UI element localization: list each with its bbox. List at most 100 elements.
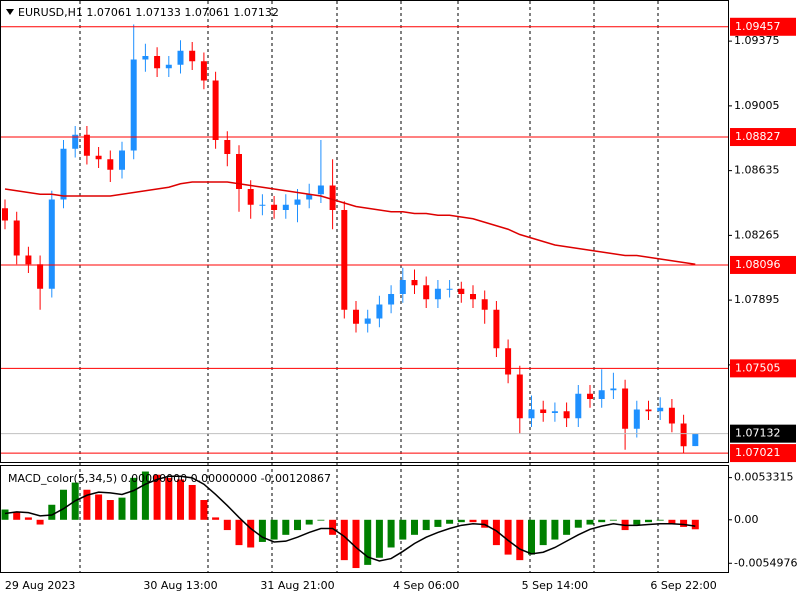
macd-bar xyxy=(153,474,161,520)
candle-body xyxy=(551,411,558,413)
candle-body xyxy=(236,154,242,189)
macd-bar xyxy=(504,519,512,555)
y-tick-label: 1.08635 xyxy=(734,164,780,177)
candle-body xyxy=(247,189,254,205)
level-label: 1.07021 xyxy=(735,446,781,459)
candle-body xyxy=(434,288,441,300)
macd-bar xyxy=(165,477,173,520)
macd-bar xyxy=(375,519,383,558)
macd-bar xyxy=(586,519,594,525)
macd-bar xyxy=(188,484,196,520)
macd-bar xyxy=(492,519,500,546)
macd-bar xyxy=(469,519,477,523)
macd-bar xyxy=(270,519,278,540)
candle-body xyxy=(622,388,629,429)
time-dividers xyxy=(79,1,659,572)
macd-bar xyxy=(598,519,606,523)
macd-bar xyxy=(656,519,664,521)
macd-bar xyxy=(340,519,348,561)
level-label: 1.07505 xyxy=(735,361,781,374)
y-tick-label: 1.07895 xyxy=(734,293,780,306)
candle-body xyxy=(224,140,231,154)
candle-body xyxy=(388,294,395,305)
macd-bar xyxy=(48,504,56,520)
candle-body xyxy=(165,64,172,69)
macd-bar xyxy=(247,519,255,548)
candle-body xyxy=(692,433,699,447)
macd-bar xyxy=(60,489,67,520)
x-tick-label: 4 Sep 06:00 xyxy=(393,579,459,592)
macd-bar xyxy=(282,519,290,535)
candle-body xyxy=(306,194,313,200)
candle-body xyxy=(200,61,207,81)
candle-body xyxy=(423,285,430,300)
macd-bar xyxy=(212,517,220,520)
macd-bar xyxy=(434,519,442,527)
macd-bar xyxy=(83,489,91,520)
macd-bar xyxy=(352,519,360,569)
macd-bar xyxy=(411,519,418,535)
level-label: 1.08827 xyxy=(735,130,781,143)
level-box xyxy=(730,359,796,378)
macd-bar xyxy=(118,497,126,520)
moving-average xyxy=(4,181,696,265)
macd-bar xyxy=(399,519,407,540)
macd-bar xyxy=(516,519,524,561)
level-box xyxy=(730,128,796,147)
candle-body xyxy=(154,56,161,69)
candle-body xyxy=(575,393,582,419)
candle-body xyxy=(83,134,90,156)
candle-body xyxy=(458,288,465,294)
candle-body xyxy=(481,299,488,310)
candle-body xyxy=(668,407,675,424)
candle-body xyxy=(25,255,32,265)
macd-bar xyxy=(680,519,688,527)
main-panel-frame xyxy=(0,0,729,463)
candle-body xyxy=(505,348,512,375)
macd-bar xyxy=(329,519,337,535)
macd-bar xyxy=(24,517,32,520)
macd-bar xyxy=(563,519,571,535)
candle-body xyxy=(189,50,196,62)
symbol-menu-arrow[interactable] xyxy=(6,9,14,15)
macd-bar xyxy=(294,519,301,531)
macd-bar xyxy=(258,519,266,542)
macd-bar xyxy=(481,519,489,528)
candle-body xyxy=(107,159,114,170)
macd-bar xyxy=(528,519,535,555)
candle-body xyxy=(60,148,67,200)
candle-body xyxy=(446,288,453,290)
candle-body xyxy=(282,204,289,210)
macd-bar xyxy=(235,519,243,546)
chart-title: EURUSD,H1 1.07061 1.07133 1.07061 1.0713… xyxy=(18,6,279,19)
macd-bar xyxy=(387,519,395,548)
x-tick-label: 6 Sep 22:00 xyxy=(650,579,716,592)
x-tick-label: 30 Aug 13:00 xyxy=(143,579,217,592)
macd-bar xyxy=(1,509,9,520)
macd-bar xyxy=(668,519,676,525)
candle-body xyxy=(353,309,359,324)
indicator-title: MACD_color(5,34,5) 0.00000000 0.00000000… xyxy=(8,472,331,485)
macd-bar xyxy=(223,519,231,531)
macd-bar xyxy=(457,519,465,523)
y-tick-label: 1.09375 xyxy=(734,34,780,47)
candle-body xyxy=(657,407,664,412)
level-label: 1.08096 xyxy=(735,258,781,271)
candle-body xyxy=(271,204,278,210)
plot-layer: 1.09375 1.09005 1.08635 1.08265 1.07895 1.075… xyxy=(0,17,797,592)
candle-body xyxy=(95,155,102,160)
macd-bar xyxy=(446,519,454,524)
candle-body xyxy=(72,134,79,149)
candle-body xyxy=(540,409,547,413)
macd-bar xyxy=(551,519,559,540)
level-label: 1.09457 xyxy=(735,20,781,33)
macd-bar xyxy=(633,519,641,525)
candle-body xyxy=(633,409,640,429)
macd-bar xyxy=(130,477,138,520)
macd-bar xyxy=(13,511,21,520)
current-price-label: 1.07132 xyxy=(735,427,781,440)
candle-body xyxy=(37,264,44,289)
macd-bar xyxy=(305,519,313,525)
